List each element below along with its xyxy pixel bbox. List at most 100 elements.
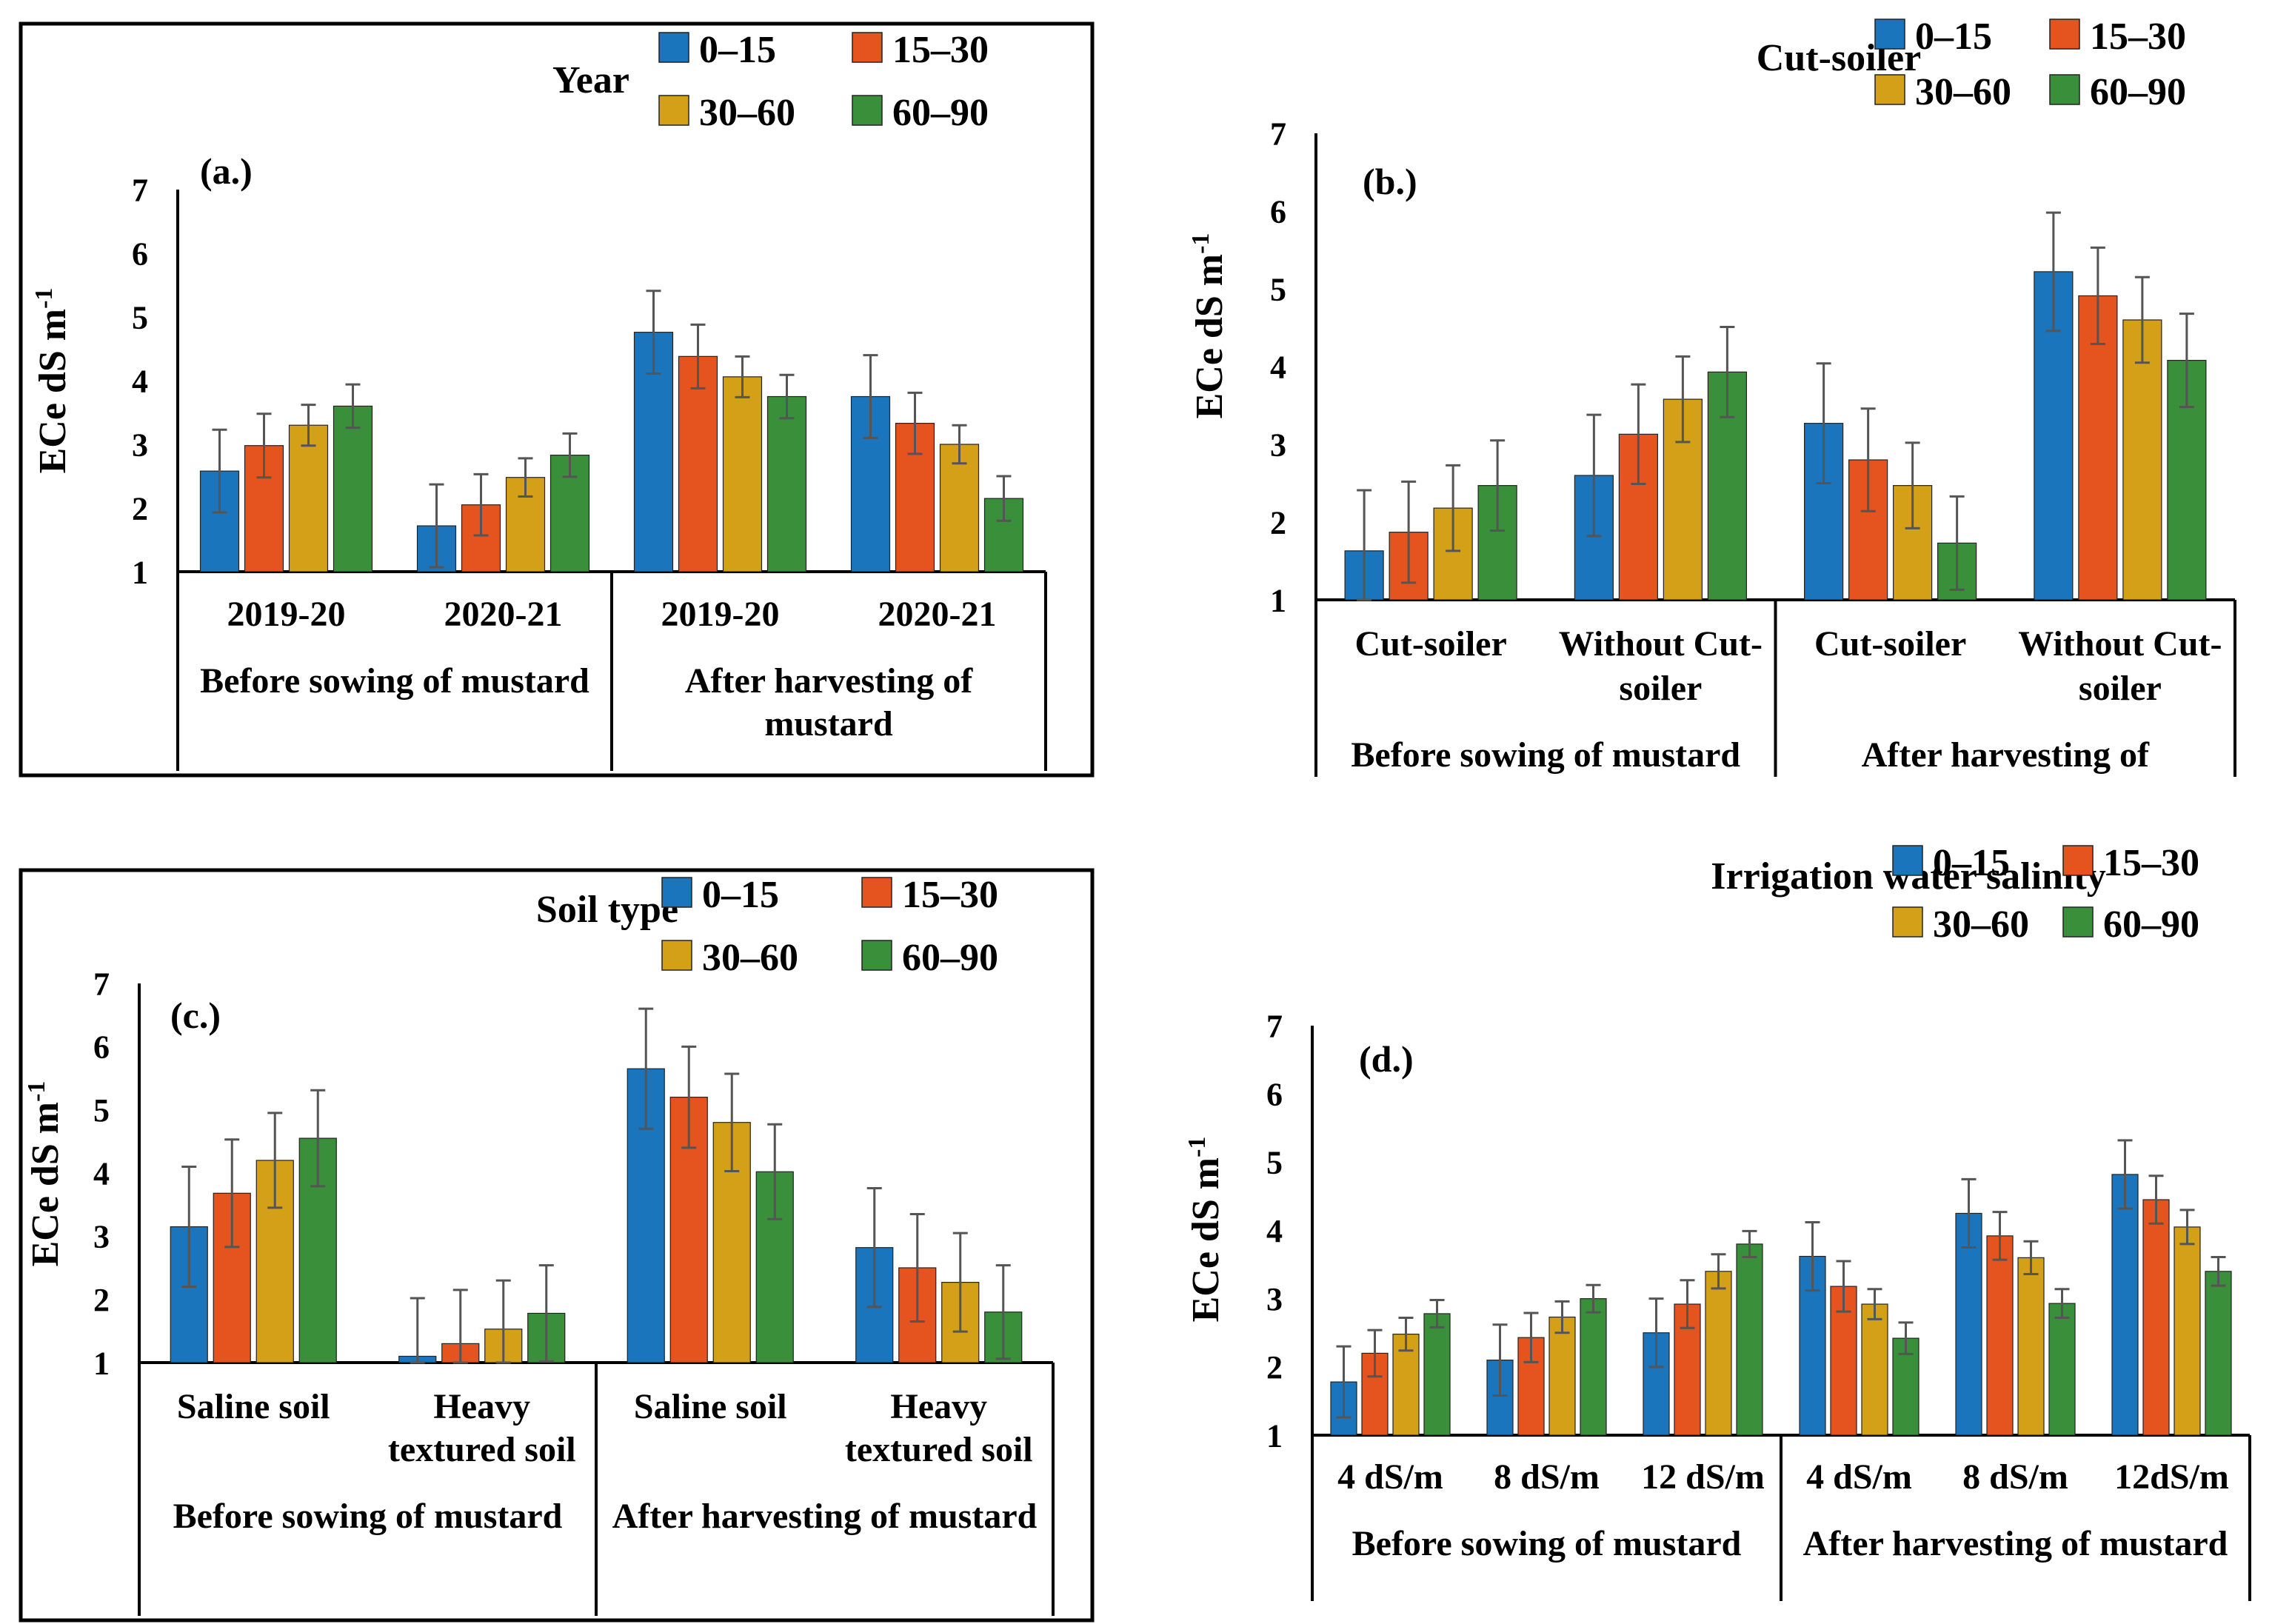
y-axis-label-main: ECe dS m bbox=[1185, 1157, 1227, 1322]
y-tick-label: 6 bbox=[1270, 193, 1286, 230]
legend-label: 0–15 bbox=[702, 874, 779, 916]
bar bbox=[722, 376, 763, 572]
y-tick-label: 2 bbox=[93, 1282, 110, 1318]
y-tick-label: 1 bbox=[93, 1345, 110, 1381]
x-category-label: textured soil bbox=[845, 1430, 1033, 1469]
panel-c-chart: 1 2 3 4 5 6 7 ECe dS m-1 Saline soil Heavy texture… bbox=[19, 868, 1095, 1623]
y-tick-label: 5 bbox=[1270, 271, 1286, 307]
panel-label: (c.) bbox=[170, 995, 221, 1036]
bar bbox=[2174, 1226, 2201, 1436]
legend-label: 30–60 bbox=[1933, 903, 2029, 946]
x-category-label: Without Cut- bbox=[2018, 624, 2222, 664]
legend-label: 0–15 bbox=[1933, 842, 2010, 884]
bar bbox=[766, 395, 807, 572]
bar bbox=[2017, 1257, 2045, 1436]
y-axis-label-main: ECe dS m bbox=[1189, 254, 1231, 418]
x-category-label: 2020-21 bbox=[444, 595, 563, 634]
bar bbox=[333, 405, 373, 572]
y-axis-label: ECe dS m-1 bbox=[23, 1081, 67, 1267]
x-category-label: 4 dS/m bbox=[1337, 1457, 1443, 1497]
x-category-label: Cut-soiler bbox=[1814, 624, 1966, 664]
y-tick-label: 5 bbox=[93, 1092, 110, 1129]
x-category-label: 12dS/m bbox=[2114, 1457, 2229, 1497]
bar bbox=[1861, 1303, 1888, 1436]
x-category-label: 2020-21 bbox=[878, 595, 997, 634]
x-category-label: 8 dS/m bbox=[1494, 1457, 1600, 1497]
x-group-label: Before sowing of mustard bbox=[200, 661, 589, 701]
panel-a-frame bbox=[19, 21, 1095, 778]
bar bbox=[678, 355, 718, 572]
x-category-label: soiler bbox=[2079, 669, 2162, 708]
legend-swatch bbox=[2062, 906, 2094, 938]
y-tick-label: 7 bbox=[93, 966, 110, 1002]
legend-label: 30–60 bbox=[1915, 71, 2011, 113]
bar bbox=[1705, 1271, 1732, 1436]
legend-swatch bbox=[2049, 19, 2080, 50]
y-axis-label-superscript: -1 bbox=[23, 1081, 50, 1102]
y-tick-label: 1 bbox=[1266, 1417, 1283, 1454]
y-tick-label: 3 bbox=[1270, 427, 1286, 463]
y-tick-label: 7 bbox=[1270, 116, 1286, 152]
y-tick-label: 4 bbox=[1266, 1213, 1283, 1249]
legend-swatch bbox=[861, 877, 892, 908]
y-tick-label: 7 bbox=[1266, 1008, 1283, 1044]
legend-title: Year bbox=[552, 59, 629, 101]
legend-swatch bbox=[852, 95, 883, 126]
panel-c-frame bbox=[19, 868, 1095, 1623]
y-tick-label: 3 bbox=[93, 1219, 110, 1255]
y-tick-label: 2 bbox=[1270, 504, 1286, 541]
y-axis-label: ECe dS m-1 bbox=[1183, 1137, 1227, 1323]
y-tick-label: 6 bbox=[132, 235, 148, 272]
x-category-label: Saline soil bbox=[634, 1387, 787, 1426]
y-tick-label: 4 bbox=[1270, 349, 1286, 385]
legend-swatch bbox=[661, 940, 692, 971]
x-group-label: Before sowing of mustard bbox=[173, 1497, 563, 1536]
panel-a-chart: 1 2 3 4 5 6 7 ECe dS m-1 2019-20 2020-21 2019-20 20… bbox=[19, 21, 1095, 778]
x-group-label: After harvesting of mustard bbox=[612, 1497, 1038, 1536]
y-tick-label: 4 bbox=[93, 1155, 110, 1192]
panel-label: (b.) bbox=[1363, 161, 1417, 202]
y-axis-label: ECe dS m-1 bbox=[1187, 233, 1231, 419]
bar bbox=[2122, 319, 2162, 601]
legend-label: 30–60 bbox=[699, 92, 795, 134]
bar bbox=[1986, 1235, 2014, 1436]
y-tick-label: 2 bbox=[132, 490, 148, 527]
x-category-label: Heavy bbox=[890, 1387, 987, 1426]
legend-label: 15–30 bbox=[892, 29, 989, 71]
x-category-label: Without Cut- bbox=[1559, 624, 1763, 664]
legend-swatch bbox=[1892, 845, 1923, 876]
x-group-label: Before sowing of mustard bbox=[1352, 1524, 1742, 1563]
legend-label: 60–90 bbox=[892, 92, 989, 134]
legend-label: 0–15 bbox=[699, 29, 776, 71]
panel-d-chart: 1 2 3 4 5 6 7 ECe dS m-1 4 dS/m 8 dS/m 12 dS/m 4 dS… bbox=[1183, 842, 2251, 1601]
bar bbox=[895, 423, 935, 572]
x-category-label: 2019-20 bbox=[227, 595, 346, 634]
x-group-label: After harvesting of bbox=[1862, 735, 2150, 775]
legend-swatch bbox=[852, 32, 883, 63]
legend-swatch bbox=[1874, 74, 1905, 105]
x-group-label: mustard bbox=[764, 704, 893, 744]
legend-swatch bbox=[1874, 19, 1905, 50]
y-axis-label: ECe dS m-1 bbox=[30, 288, 74, 474]
y-tick-label: 1 bbox=[132, 554, 148, 590]
x-category-label: 8 dS/m bbox=[1962, 1457, 2068, 1497]
legend-label: 60–90 bbox=[902, 937, 998, 979]
legend-label: 60–90 bbox=[2090, 71, 2186, 113]
bar bbox=[2078, 295, 2118, 601]
legend-label: 15–30 bbox=[902, 874, 998, 916]
bar bbox=[2142, 1199, 2170, 1436]
bar bbox=[288, 424, 329, 572]
bar bbox=[1580, 1298, 1607, 1436]
x-category-label: textured soil bbox=[388, 1430, 576, 1469]
y-tick-label: 6 bbox=[1266, 1077, 1283, 1113]
x-category-label: Saline soil bbox=[177, 1387, 330, 1426]
bar bbox=[1423, 1313, 1451, 1436]
x-group-label: After harvesting of bbox=[685, 661, 973, 701]
y-tick-label: 5 bbox=[1266, 1145, 1283, 1181]
panel-label: (a.) bbox=[200, 150, 253, 192]
y-tick-label: 4 bbox=[132, 363, 148, 399]
y-tick-label: 1 bbox=[1270, 582, 1286, 618]
legend-label: 15–30 bbox=[2103, 842, 2199, 884]
y-tick-label: 6 bbox=[93, 1029, 110, 1066]
